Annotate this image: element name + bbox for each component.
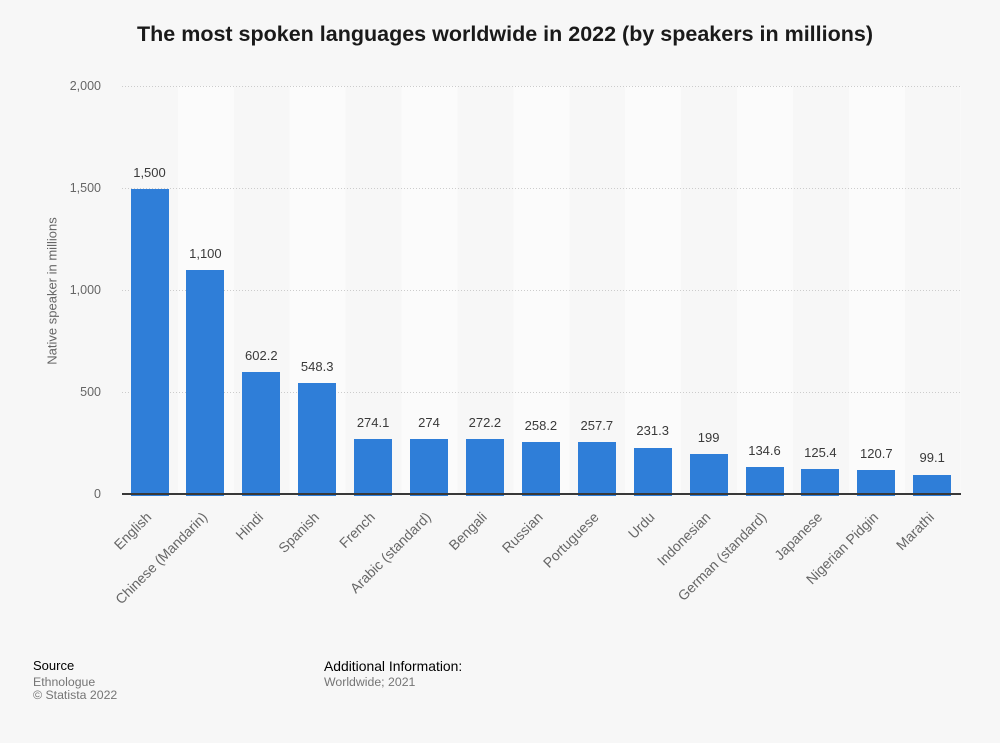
svg-text:French: French bbox=[336, 509, 378, 551]
svg-text:Chinese (Mandarin): Chinese (Mandarin) bbox=[112, 509, 210, 607]
svg-text:Hindi: Hindi bbox=[232, 509, 266, 543]
svg-text:Urdu: Urdu bbox=[625, 509, 658, 542]
svg-text:Marathi: Marathi bbox=[893, 509, 937, 553]
svg-text:English: English bbox=[111, 509, 155, 553]
svg-text:Indonesian: Indonesian bbox=[654, 509, 714, 569]
svg-text:Japanese: Japanese bbox=[771, 509, 825, 563]
svg-text:Spanish: Spanish bbox=[275, 509, 322, 556]
svg-text:Bengali: Bengali bbox=[445, 509, 489, 553]
svg-text:Russian: Russian bbox=[499, 509, 546, 556]
svg-text:Portuguese: Portuguese bbox=[540, 509, 602, 571]
